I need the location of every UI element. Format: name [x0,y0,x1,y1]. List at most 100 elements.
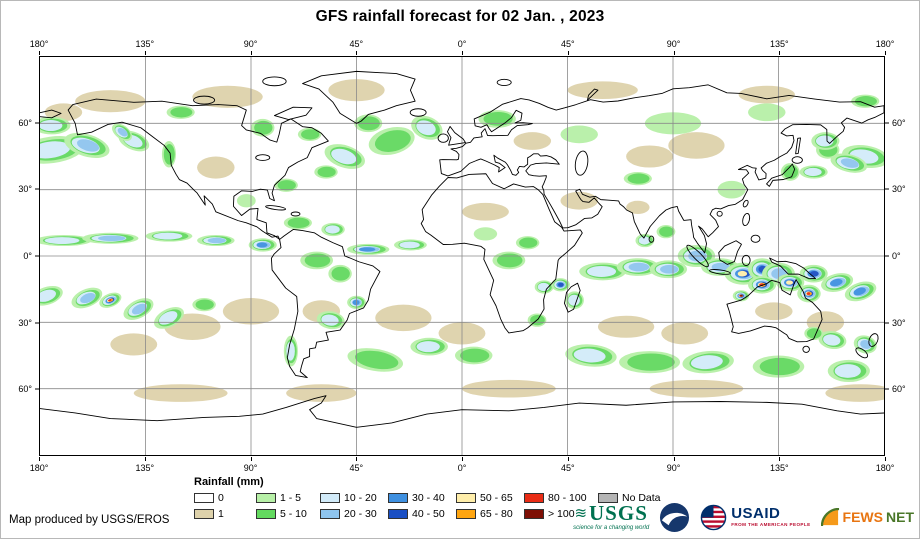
legend-label: 20 - 30 [344,508,377,520]
lat-label: 60° [18,117,32,128]
legend-label: 1 - 5 [280,492,302,504]
axis-tick [462,457,463,461]
taiwan-outline [742,200,749,208]
axis-tick [673,457,675,461]
usgs-wave-icon: ≋ [574,505,588,522]
legend-item: 30 - 40 [388,492,456,504]
legend-label: 5 - 10 [280,508,307,520]
lon-label: 180° [875,39,895,49]
great-britain-outline [447,126,465,145]
graticule-grid [40,57,884,455]
axis-tick [885,188,889,190]
antarctica-outline [40,396,884,428]
legend-label: No Data [622,492,661,504]
legend-label: 65 - 80 [480,508,513,520]
usaid-logo: USAID FROM THE AMERICAN PEOPLE [700,504,810,531]
novaya-zemlya-outline [587,89,598,100]
sulawesi-outline [742,255,750,265]
world-map [39,56,885,456]
usaid-logo-text: USAID [731,505,781,523]
axis-tick [885,457,886,461]
legend-swatch [388,509,408,519]
usaid-seal-icon [700,504,727,530]
new-guinea-outline [770,258,816,279]
world-map-svg [40,57,884,455]
madagascar-outline [564,283,580,312]
australia-outline [727,280,822,342]
legend-swatch [456,493,476,503]
lon-label: 45° [349,463,364,473]
legend-label: 30 - 40 [412,492,445,504]
new-zealand-north-outline [867,332,880,347]
africa-outline [421,174,582,333]
axis-tick [885,322,889,324]
legend-swatch [256,493,276,503]
usgs-logo: ≋ USGS science for a changing world [573,503,649,532]
ellesmere-island-outline [263,77,286,86]
lon-label: 0° [457,463,467,473]
axis-tick [35,122,39,124]
axis-tick [35,322,39,324]
attribution-text: Map produced by USGS/EROS [9,514,170,526]
axis-tick [567,51,569,55]
usaid-logo-texts: USAID FROM THE AMERICAN PEOPLE [731,506,810,528]
ireland-outline [438,134,448,142]
axis-tick [885,122,889,124]
legend: Rainfall (mm) 0 1 - 5 10 - 20 30 - 40 50 - 6… [194,476,668,520]
axis-tick [35,255,39,257]
legend-item: > 100 [524,508,598,520]
fews-net-icon [820,507,839,526]
logo-strip: ≋ USGS science for a changing world [573,497,914,537]
lon-label: 45° [560,463,575,473]
lat-label: 30° [892,317,906,328]
axis-tick [39,457,40,461]
baffin-island-outline [274,107,312,119]
lon-label: 135° [769,39,789,49]
legend-swatch [598,493,618,503]
legend-swatch [194,493,214,503]
legend-item: 10 - 20 [320,492,388,504]
axis-tick [885,255,889,257]
cuba-outline [265,205,285,211]
lon-label: 135° [135,39,155,49]
legend-rows: 0 1 - 5 10 - 20 30 - 40 50 - 65 80 - 100 No Da… [194,492,668,520]
axis-tick [779,457,781,461]
legend-label: 40 - 50 [412,508,445,520]
greenland-outline [303,71,416,123]
lon-label: 180° [875,463,895,473]
borneo-outline [719,241,742,265]
legend-swatch [320,509,340,519]
fews-net-text: FEWS NET [843,509,914,525]
lon-label: 90° [666,463,681,473]
usgs-logo-row: ≋ USGS [574,503,647,524]
legend-item: 5 - 10 [256,508,320,520]
legend-label: 50 - 65 [480,492,513,504]
luzon-outline [742,213,751,226]
legend-swatch [256,509,276,519]
lon-label: 180° [29,39,49,49]
legend-label: 10 - 20 [344,492,377,504]
lon-label: 45° [349,39,364,49]
legend-swatch [524,493,544,503]
sri-lanka-outline [649,236,654,242]
fews-net-logo: FEWS NET [820,507,914,527]
legend-item: No Data [598,492,668,504]
legend-swatch [388,493,408,503]
legend-label: > 100 [548,508,575,520]
lon-label: 135° [135,463,155,473]
hainan-outline [717,211,722,216]
lon-label: 90° [243,463,258,473]
north-america-outline [68,99,328,239]
axis-tick [39,51,40,55]
legend-swatch [320,493,340,503]
axis-tick [144,457,146,461]
legend-title: Rainfall (mm) [194,476,264,488]
sumatra-outline [684,243,710,269]
svalbard-outline [497,79,511,85]
axis-tick [885,51,886,55]
legend-item: 80 - 100 [524,492,598,504]
legend-item: 20 - 30 [320,508,388,520]
lat-label: 60° [892,117,906,128]
java-outline [709,269,730,276]
legend-swatch [456,509,476,519]
